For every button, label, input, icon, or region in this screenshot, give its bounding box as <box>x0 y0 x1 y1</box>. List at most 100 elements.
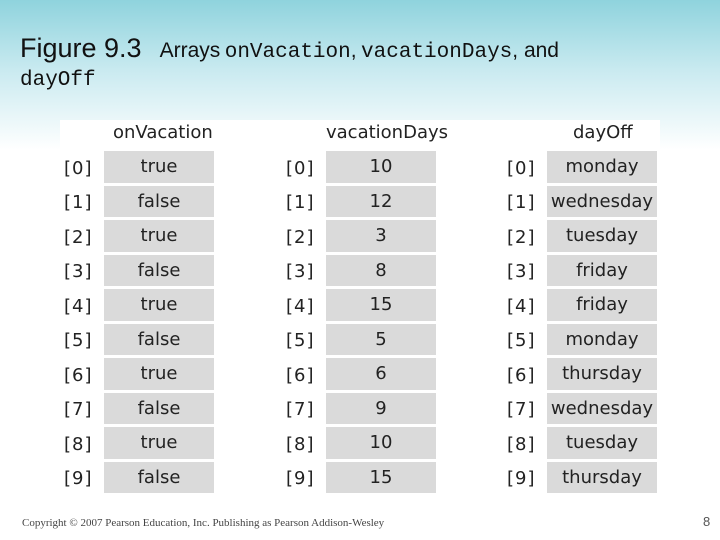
array-cell: monday <box>547 151 657 186</box>
array-heading-onvacation: onVacation <box>113 122 213 143</box>
array-cell: 3 <box>326 220 436 255</box>
array-row: [0] 10 <box>282 151 436 186</box>
array-index-label: [2] <box>507 226 536 248</box>
array-cell: 10 <box>326 151 436 186</box>
array-index-label: [0] <box>64 157 93 179</box>
array-cell: 8 <box>326 254 436 289</box>
array-column-vacationdays: [0] 10 [1] 12 [2] 3 [3] 8 [4] 15 [5] 5 [6] 6 [7] 9 [8] 10… <box>282 151 436 496</box>
title-separator-2: , and <box>512 39 559 62</box>
array-cell: 9 <box>326 392 436 427</box>
array-row: [0] monday <box>503 151 657 186</box>
array-row: [5] 5 <box>282 323 436 358</box>
array-row: [2] true <box>60 220 214 255</box>
array-cell: false <box>104 323 214 358</box>
array-row: [2] 3 <box>282 220 436 255</box>
array-index-label: [7] <box>64 399 93 421</box>
title-prefix: Arrays <box>159 39 221 62</box>
array-row: [0] true <box>60 151 214 186</box>
array-row: [8] true <box>60 427 214 462</box>
array-index-label: [4] <box>64 295 93 317</box>
copyright-footer: Copyright © 2007 Pearson Education, Inc.… <box>22 517 385 529</box>
array-index-label: [4] <box>507 295 536 317</box>
array-row: [4] friday <box>503 289 657 324</box>
array-row: [2] tuesday <box>503 220 657 255</box>
array-index-label: [1] <box>507 192 536 214</box>
array-row: [8] tuesday <box>503 427 657 462</box>
array-cell: false <box>104 392 214 427</box>
array-row: [7] 9 <box>282 392 436 427</box>
array-cell: 15 <box>326 289 436 324</box>
array-cell: thursday <box>547 358 657 393</box>
array-row: [5] monday <box>503 323 657 358</box>
title-array-name-1: onVacation <box>224 41 351 64</box>
array-cell: tuesday <box>547 220 657 255</box>
array-index-label: [5] <box>286 330 315 352</box>
array-index-label: [9] <box>507 468 536 490</box>
array-cell: thursday <box>547 461 657 496</box>
array-index-label: [4] <box>286 295 315 317</box>
array-row: [1] 12 <box>282 185 436 220</box>
array-row: [4] true <box>60 289 214 324</box>
array-row: [3] friday <box>503 254 657 289</box>
array-row: [7] wednesday <box>503 392 657 427</box>
array-index-label: [1] <box>286 192 315 214</box>
array-row: [1] false <box>60 185 214 220</box>
array-index-label: [3] <box>64 261 93 283</box>
array-row: [3] 8 <box>282 254 436 289</box>
array-row: [9] thursday <box>503 461 657 496</box>
array-cell: wednesday <box>547 185 657 220</box>
array-index-label: [6] <box>286 364 315 386</box>
title-array-name-3: dayOff <box>20 69 96 92</box>
array-cell: true <box>104 358 214 393</box>
array-index-label: [0] <box>507 157 536 179</box>
array-index-label: [3] <box>507 261 536 283</box>
array-heading-dayoff: dayOff <box>573 122 633 143</box>
array-index-label: [2] <box>286 226 315 248</box>
array-index-label: [5] <box>64 330 93 352</box>
array-cell: true <box>104 151 214 186</box>
page-number: 8 <box>703 514 711 529</box>
array-index-label: [6] <box>64 364 93 386</box>
array-cell: 10 <box>326 427 436 462</box>
array-row: [6] true <box>60 358 214 393</box>
array-row: [9] 15 <box>282 461 436 496</box>
array-index-label: [9] <box>64 468 93 490</box>
slide-title: Figure 9.3 Arrays onVacation, vacationDay… <box>20 28 710 93</box>
array-cell: wednesday <box>547 392 657 427</box>
array-index-label: [5] <box>507 330 536 352</box>
array-index-label: [8] <box>286 433 315 455</box>
array-column-dayoff: [0] monday [1] wednesday [2] tuesday [3] friday… <box>503 151 657 496</box>
array-row: [9] false <box>60 461 214 496</box>
array-index-label: [2] <box>64 226 93 248</box>
array-row: [6] 6 <box>282 358 436 393</box>
array-row: [5] false <box>60 323 214 358</box>
array-cell: tuesday <box>547 427 657 462</box>
array-column-onvacation: [0] true [1] false [2] true [3] false [4] true [5]… <box>60 151 214 496</box>
array-cell: 6 <box>326 358 436 393</box>
array-cell: true <box>104 220 214 255</box>
array-heading-vacationdays: vacationDays <box>326 122 449 143</box>
array-cell: friday <box>547 254 657 289</box>
array-cell: true <box>104 289 214 324</box>
array-row: [7] false <box>60 392 214 427</box>
array-cell: false <box>104 461 214 496</box>
array-row: [3] false <box>60 254 214 289</box>
arrays-figure: onVacation vacationDays dayOff [0] true [1… <box>60 120 660 505</box>
array-index-label: [1] <box>64 192 93 214</box>
array-cell: false <box>104 185 214 220</box>
array-index-label: [3] <box>286 261 315 283</box>
array-row: [6] thursday <box>503 358 657 393</box>
title-array-name-2: vacationDays <box>361 41 513 64</box>
array-row: [1] wednesday <box>503 185 657 220</box>
array-index-label: [6] <box>507 364 536 386</box>
title-separator-1: , <box>350 39 357 62</box>
array-cell: 12 <box>326 185 436 220</box>
array-cell: 5 <box>326 323 436 358</box>
array-index-label: [8] <box>507 433 536 455</box>
array-index-label: [8] <box>64 433 93 455</box>
array-index-label: [9] <box>286 468 315 490</box>
array-index-label: [7] <box>286 399 315 421</box>
array-cell: monday <box>547 323 657 358</box>
array-cell: friday <box>547 289 657 324</box>
array-row: [4] 15 <box>282 289 436 324</box>
